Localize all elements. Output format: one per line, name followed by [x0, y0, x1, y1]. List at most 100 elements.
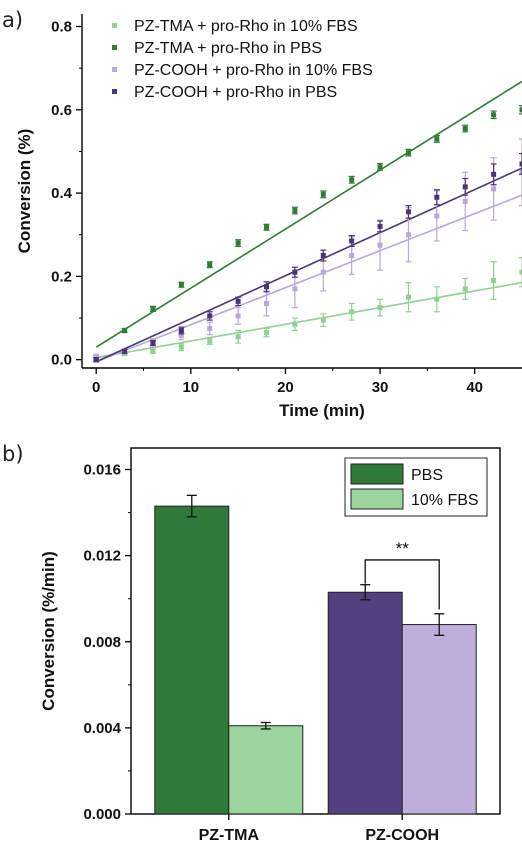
data-point-s3: [462, 184, 468, 190]
conversion-time-scatter-chart: 0 10 20 30 40 0.0 0.2 0.4 0.6 0.8 Time (min) Conver…: [15, 14, 522, 420]
x-tick-label: 0: [92, 379, 100, 396]
data-point-s3: [349, 238, 355, 244]
data-point-s2: [320, 269, 326, 275]
significance-bracket: [364, 559, 440, 610]
x-tick-label: 40: [466, 379, 483, 396]
data-point-s0: [264, 330, 270, 336]
data-point-s0: [349, 309, 355, 315]
y-tick-label: 0.8: [51, 18, 72, 35]
data-point-s1: [405, 150, 411, 156]
data-point-s1: [434, 136, 440, 142]
legend-marker-0: [112, 23, 117, 28]
data-point-s1: [320, 191, 326, 197]
data-point-s3: [519, 161, 522, 167]
legend-label-3: PZ-COOH + pro-Rho in PBS: [134, 84, 337, 101]
data-point-s3: [434, 194, 440, 200]
x-tick-label: 10: [182, 379, 199, 396]
x-axis-label: Time (min): [279, 401, 365, 420]
y-tick-label: 0.004: [83, 720, 121, 737]
data-point-s1: [377, 164, 383, 170]
data-point-s2: [349, 253, 355, 259]
data-point-s3: [235, 298, 241, 304]
data-point-s1: [207, 262, 213, 268]
data-point-s2: [405, 232, 411, 238]
legend-marker-3: [112, 89, 117, 94]
panel-a-label: a): [2, 8, 24, 32]
legend-label-2: PZ-COOH + pro-Rho in 10% FBS: [134, 62, 373, 79]
data-point-s0: [377, 305, 383, 311]
x-tick-label: PZ-TMA: [199, 827, 260, 844]
data-point-s0: [462, 286, 468, 292]
data-point-s3: [377, 223, 383, 229]
plot-frame: [130, 447, 501, 815]
legend-label-0: PBS: [411, 467, 443, 484]
data-point-s0: [235, 334, 241, 340]
data-point-s0: [434, 296, 440, 302]
data-point-s0: [491, 278, 497, 284]
data-point-s1: [519, 107, 522, 113]
data-point-s1: [235, 240, 241, 246]
y-tick-label: 0.4: [51, 185, 73, 202]
data-point-s0: [519, 269, 522, 275]
legend-label-1: 10% FBS: [411, 492, 479, 509]
y-axis-label: Conversion (%): [15, 129, 34, 254]
y-tick-label: 0.012: [83, 548, 121, 565]
data-point-s2: [264, 300, 270, 306]
data-point-s3: [93, 357, 99, 363]
y-tick-label: 0.000: [83, 806, 121, 823]
data-point-s1: [491, 112, 497, 118]
y-axis-label: Conversion (%/min): [39, 551, 58, 711]
data-point-s0: [178, 344, 184, 350]
data-point-s3: [207, 313, 213, 319]
x-tick-label: 20: [277, 379, 294, 396]
data-point-s0: [292, 321, 298, 327]
data-point-s2: [462, 198, 468, 204]
legend-marker-1: [112, 45, 117, 50]
data-point-s1: [264, 224, 270, 230]
data-point-s3: [122, 348, 128, 354]
data-point-s3: [491, 171, 497, 177]
y-tick-label: 0.6: [51, 102, 72, 119]
data-point-s2: [434, 213, 440, 219]
bar-pz-cooh-1: [401, 624, 477, 815]
fit-line-1: [95, 80, 522, 348]
data-point-s0: [150, 348, 156, 354]
data-point-s1: [292, 208, 298, 214]
fit-line-3: [95, 167, 522, 363]
y-tick-label: 0.2: [51, 268, 72, 285]
data-point-s0: [320, 317, 326, 323]
data-point-s3: [320, 253, 326, 259]
data-point-s1: [150, 306, 156, 312]
legend-label-0: PZ-TMA + pro-Rho in 10% FBS: [134, 18, 358, 35]
plot-area: [93, 80, 522, 363]
fit-line-0: [96, 281, 522, 359]
bar-pz-tma-0: [154, 505, 230, 815]
data-point-s1: [178, 282, 184, 288]
legend-label-1: PZ-TMA + pro-Rho in PBS: [134, 40, 322, 57]
legend-marker-2: [112, 67, 117, 72]
y-tick-label: 0.016: [83, 462, 121, 479]
data-point-s3: [264, 284, 270, 290]
significance-label: **: [396, 539, 410, 558]
data-point-s3: [178, 328, 184, 334]
legend-swatch-1: [350, 488, 404, 510]
data-point-s3: [405, 209, 411, 215]
data-point-s0: [405, 294, 411, 300]
x-tick-label: 30: [372, 379, 389, 396]
fit-line-2: [95, 194, 522, 363]
bar-pz-cooh-0: [327, 591, 403, 815]
data-point-s0: [207, 338, 213, 344]
data-point-s2: [377, 242, 383, 248]
legend-swatch-0: [350, 463, 404, 485]
data-point-s2: [178, 333, 184, 339]
data-point-s3: [292, 269, 298, 275]
data-point-s2: [491, 186, 497, 192]
data-point-s2: [207, 325, 213, 331]
y-tick-label: 0.008: [83, 634, 121, 651]
data-point-s2: [519, 169, 522, 175]
y-tick-label: 0.0: [51, 352, 72, 369]
data-point-s1: [462, 126, 468, 132]
data-point-s2: [235, 313, 241, 319]
data-point-s2: [292, 286, 298, 292]
